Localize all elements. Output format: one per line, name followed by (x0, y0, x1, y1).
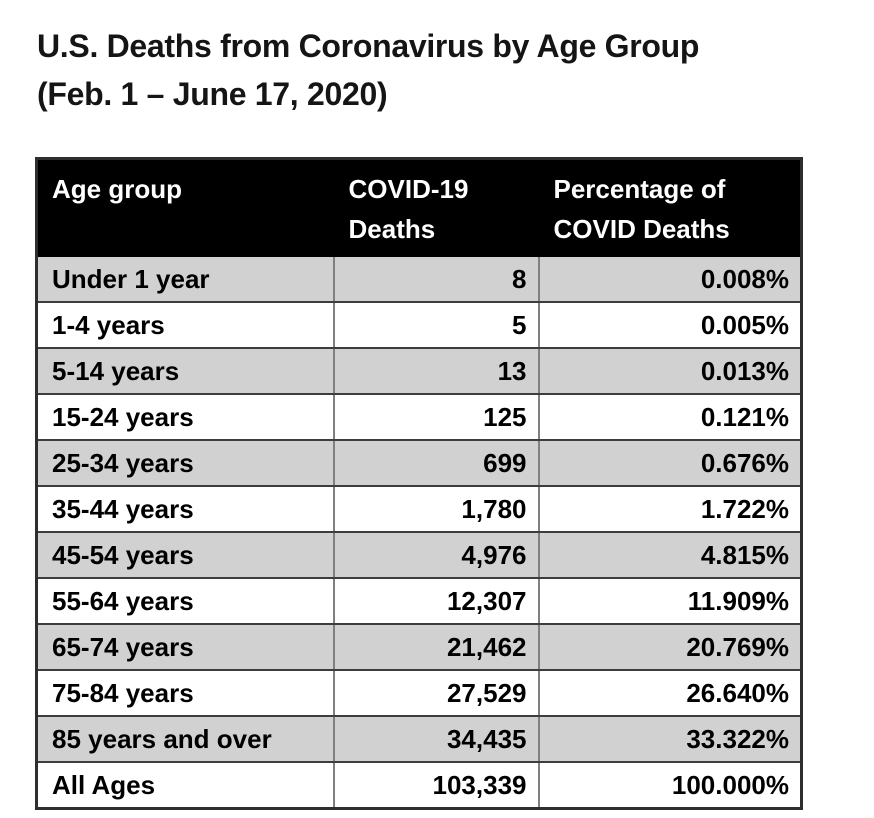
table-body: Under 1 year 8 0.008% 1-4 years 5 0.005%… (35, 255, 803, 809)
table-header: Age group COVID-19 Deaths Percentage of … (35, 157, 803, 257)
header-cell-percentage: Percentage of COVID Deaths (537, 157, 803, 257)
deaths-cell: 21,462 (332, 623, 540, 671)
age-cell: 55-64 years (35, 577, 335, 625)
percent-cell: 33.322% (537, 715, 803, 763)
age-cell: 85 years and over (35, 715, 335, 763)
table-row: 35-44 years 1,780 1.722% (35, 485, 803, 533)
age-cell: 5-14 years (35, 347, 335, 395)
age-cell: 75-84 years (35, 669, 335, 717)
table-row: 65-74 years 21,462 20.769% (35, 623, 803, 671)
table-row: All Ages 103,339 100.000% (35, 761, 803, 809)
age-cell: 25-34 years (35, 439, 335, 487)
header-cell-covid-deaths: COVID-19 Deaths (332, 157, 540, 257)
header-cell-age-group: Age group (35, 157, 335, 257)
deaths-cell: 4,976 (332, 531, 540, 579)
age-cell: 1-4 years (35, 301, 335, 349)
table-row: 1-4 years 5 0.005% (35, 301, 803, 349)
age-cell: 35-44 years (35, 485, 335, 533)
table-row: 75-84 years 27,529 26.640% (35, 669, 803, 717)
table-row: 5-14 years 13 0.013% (35, 347, 803, 395)
percent-cell: 0.121% (537, 393, 803, 441)
percent-cell: 1.722% (537, 485, 803, 533)
header-row: Age group COVID-19 Deaths Percentage of … (35, 157, 803, 257)
title-line-1: U.S. Deaths from Coronavirus by Age Grou… (37, 28, 700, 64)
percent-cell: 0.676% (537, 439, 803, 487)
table-row: 45-54 years 4,976 4.815% (35, 531, 803, 579)
table-row: 15-24 years 125 0.121% (35, 393, 803, 441)
percent-cell: 0.005% (537, 301, 803, 349)
deaths-cell: 1,780 (332, 485, 540, 533)
age-cell: 65-74 years (35, 623, 335, 671)
deaths-cell: 27,529 (332, 669, 540, 717)
deaths-cell: 5 (332, 301, 540, 349)
age-cell: 45-54 years (35, 531, 335, 579)
percent-cell: 100.000% (537, 761, 803, 809)
table-row: 85 years and over 34,435 33.322% (35, 715, 803, 763)
table-row: 25-34 years 699 0.676% (35, 439, 803, 487)
deaths-cell: 12,307 (332, 577, 540, 625)
deaths-cell: 8 (332, 255, 540, 303)
deaths-cell: 103,339 (332, 761, 540, 809)
percent-cell: 11.909% (537, 577, 803, 625)
age-cell: 15-24 years (35, 393, 335, 441)
percent-cell: 20.769% (537, 623, 803, 671)
deaths-cell: 13 (332, 347, 540, 395)
deaths-cell: 34,435 (332, 715, 540, 763)
percent-cell: 0.013% (537, 347, 803, 395)
age-cell: Under 1 year (35, 255, 335, 303)
age-cell: All Ages (35, 761, 335, 809)
percent-cell: 4.815% (537, 531, 803, 579)
page-title: U.S. Deaths from Coronavirus by Age Grou… (37, 22, 837, 118)
percent-cell: 26.640% (537, 669, 803, 717)
deaths-cell: 125 (332, 393, 540, 441)
deaths-cell: 699 (332, 439, 540, 487)
table-row: Under 1 year 8 0.008% (35, 255, 803, 303)
percent-cell: 0.008% (537, 255, 803, 303)
table-row: 55-64 years 12,307 11.909% (35, 577, 803, 625)
title-line-2: (Feb. 1 – June 17, 2020) (37, 76, 388, 112)
covid-deaths-table: Age group COVID-19 Deaths Percentage of … (35, 157, 803, 810)
